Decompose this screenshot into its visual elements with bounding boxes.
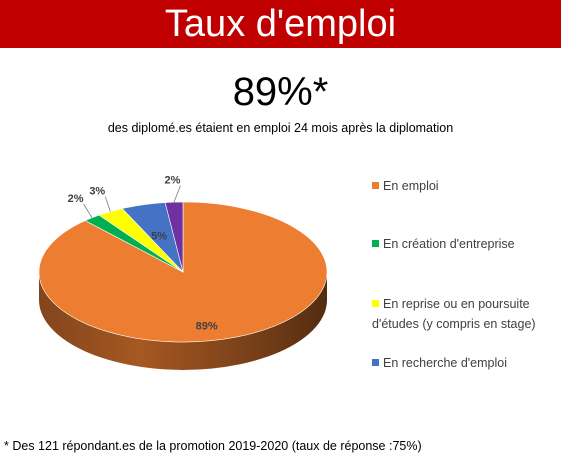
- legend-item: En emploi: [372, 176, 552, 196]
- legend-label: En recherche d'emploi: [383, 356, 507, 370]
- legend-label: En création d'entreprise: [383, 237, 515, 251]
- legend-item: En reprise ou en poursuite d'études (y c…: [372, 294, 552, 334]
- pie-slice: [38, 201, 328, 343]
- pie-data-label: 89%: [196, 320, 218, 332]
- pie-data-label: 2%: [164, 175, 180, 187]
- headline-percentage: 89%*: [232, 70, 329, 114]
- pie-slice-side: [39, 272, 327, 370]
- pie-data-label: 3%: [89, 186, 105, 198]
- pie-leader-line: [83, 203, 93, 218]
- pie-chart: 89% 2% 3% 5% 2%: [38, 175, 328, 370]
- footnote: * Des 121 répondant.es de la promotion 2…: [4, 439, 422, 453]
- pie-data-label: 2%: [68, 193, 84, 205]
- legend-swatch: [372, 240, 379, 247]
- legend-swatch: [372, 359, 379, 366]
- legend-swatch: [372, 300, 379, 307]
- legend-item: En création d'entreprise: [372, 234, 552, 254]
- legend-item: En recherche d'emploi: [372, 353, 552, 373]
- page-title: Taux d'emploi: [164, 3, 397, 45]
- title-banner: Taux d'emploi: [0, 0, 561, 48]
- legend-label: En reprise ou en poursuite d'études (y c…: [372, 297, 536, 331]
- legend-swatch: [372, 182, 379, 189]
- headline-subtitle: des diplomé.es étaient en emploi 24 mois…: [107, 121, 454, 135]
- chart-legend: En emploi En création d'entreprise En repr…: [372, 0, 557, 458]
- legend-label: En emploi: [383, 179, 439, 193]
- pie-data-label: 5%: [151, 231, 167, 243]
- pie-leader-line: [104, 196, 111, 212]
- pie-leader-line: [173, 185, 181, 203]
